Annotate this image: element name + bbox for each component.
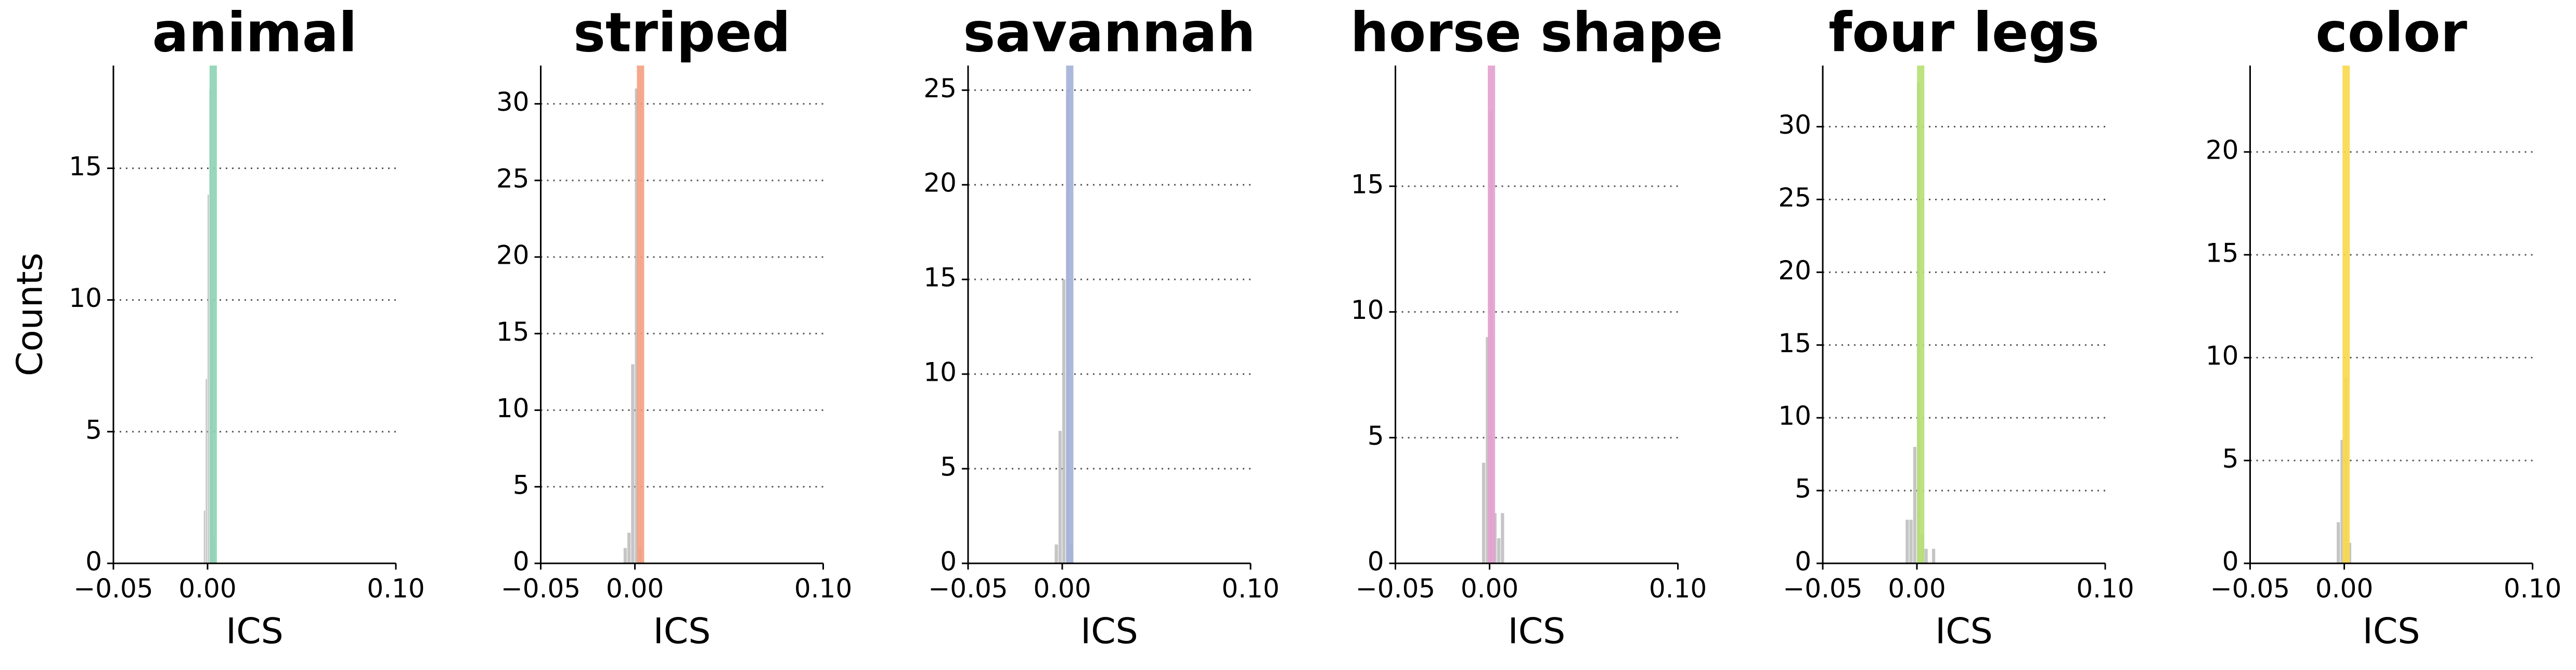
y-tick-label: 5 — [85, 415, 102, 445]
x-tick-label: −0.05 — [501, 574, 581, 604]
chart-title: color — [2315, 1, 2467, 64]
histogram-bar — [1482, 462, 1486, 563]
x-tick-label: −0.05 — [2210, 574, 2290, 604]
marker-line — [637, 66, 645, 563]
y-tick-label: 15 — [2206, 238, 2239, 268]
histogram-bar — [1486, 337, 1489, 563]
x-axis-label: ICS — [226, 611, 284, 652]
histogram-bar — [623, 548, 627, 563]
x-tick-label: 0.10 — [794, 574, 852, 604]
x-tick-label: 0.00 — [606, 574, 664, 604]
histogram-bar — [631, 364, 635, 563]
y-tick-label: 20 — [496, 240, 530, 270]
x-tick-label: 0.10 — [1221, 574, 1279, 604]
chart-title: animal — [152, 1, 357, 64]
y-tick-label: 30 — [1778, 110, 1811, 140]
chart-title: horse shape — [1350, 1, 1723, 64]
histogram-bar — [1497, 538, 1501, 563]
x-tick-label: 0.00 — [1461, 574, 1518, 604]
x-axis-label: ICS — [1508, 611, 1566, 652]
y-tick-label: 0 — [513, 547, 530, 577]
y-tick-label: 10 — [69, 283, 102, 313]
histogram-bar — [1913, 447, 1916, 563]
y-tick-label: 0 — [85, 547, 102, 577]
y-tick-label: 0 — [1795, 547, 1811, 577]
y-tick-label: 5 — [2222, 444, 2239, 474]
y-tick-label: 10 — [496, 393, 530, 423]
histogram-bar — [1924, 549, 1928, 563]
x-tick-label: 0.10 — [2076, 574, 2134, 604]
histogram-bar — [1909, 520, 1913, 563]
x-tick-label: 0.00 — [1033, 574, 1091, 604]
y-tick-label: 15 — [1351, 170, 1384, 200]
y-tick-label: 20 — [2206, 135, 2239, 165]
marker-line — [1917, 66, 1925, 563]
y-tick-label: 15 — [923, 263, 957, 293]
histogram-bar — [1501, 513, 1504, 563]
x-tick-label: 0.10 — [2504, 574, 2561, 604]
x-tick-label: 0.10 — [367, 574, 424, 604]
y-tick-label: 10 — [1351, 295, 1384, 325]
histogram-bar — [2340, 440, 2344, 563]
marker-line — [1488, 66, 1496, 563]
y-tick-label: 15 — [1778, 328, 1811, 358]
x-tick-label: −0.05 — [928, 574, 1008, 604]
histogram-bar — [1054, 544, 1058, 563]
x-tick-label: 0.00 — [2315, 574, 2373, 604]
y-tick-label: 0 — [2222, 547, 2239, 577]
chart-title: striped — [573, 1, 791, 64]
x-axis-label: ICS — [1080, 611, 1138, 652]
x-tick-label: −0.05 — [73, 574, 153, 604]
x-tick-label: 0.00 — [1888, 574, 1946, 604]
histogram-bar — [1905, 520, 1909, 563]
y-tick-label: 0 — [1368, 547, 1384, 577]
histogram-bar — [2337, 522, 2340, 563]
histogram-bar — [1931, 549, 1936, 563]
chart-title: savannah — [963, 1, 1255, 64]
y-axis-label: Counts — [10, 253, 51, 376]
x-axis-label: ICS — [1935, 611, 1993, 652]
histogram-bar — [1062, 279, 1066, 563]
y-tick-label: 5 — [1795, 474, 1811, 504]
y-tick-label: 30 — [496, 87, 530, 117]
x-axis-label: ICS — [653, 611, 711, 652]
y-tick-label: 15 — [69, 151, 102, 182]
y-tick-label: 20 — [1778, 255, 1811, 286]
y-tick-label: 20 — [923, 168, 957, 198]
x-axis-label: ICS — [2363, 611, 2420, 652]
x-tick-label: 0.00 — [178, 574, 236, 604]
y-tick-label: 25 — [1778, 183, 1811, 213]
histogram-bar — [1058, 431, 1062, 563]
histogram-bar — [205, 379, 207, 563]
x-tick-label: −0.05 — [1783, 574, 1862, 604]
marker-line — [209, 66, 217, 563]
marker-line — [1066, 66, 1074, 563]
y-tick-label: 10 — [923, 357, 957, 388]
y-tick-label: 0 — [940, 547, 957, 577]
y-tick-label: 5 — [513, 470, 530, 500]
y-tick-label: 10 — [2206, 341, 2239, 371]
y-tick-label: 10 — [1778, 401, 1811, 431]
chart-title: four legs — [1828, 1, 2100, 64]
y-tick-label: 25 — [923, 73, 957, 104]
histogram-bar — [635, 88, 638, 563]
y-tick-label: 25 — [496, 163, 530, 194]
histogram-bar — [203, 510, 205, 563]
y-tick-label: 15 — [496, 317, 530, 347]
x-tick-label: 0.10 — [1649, 574, 1707, 604]
histogram-bar — [208, 195, 209, 564]
y-tick-label: 5 — [940, 452, 957, 482]
histogram-bar — [627, 533, 631, 563]
x-tick-label: −0.05 — [1356, 574, 1435, 604]
y-tick-label: 5 — [1368, 421, 1384, 451]
marker-line — [2342, 66, 2350, 563]
